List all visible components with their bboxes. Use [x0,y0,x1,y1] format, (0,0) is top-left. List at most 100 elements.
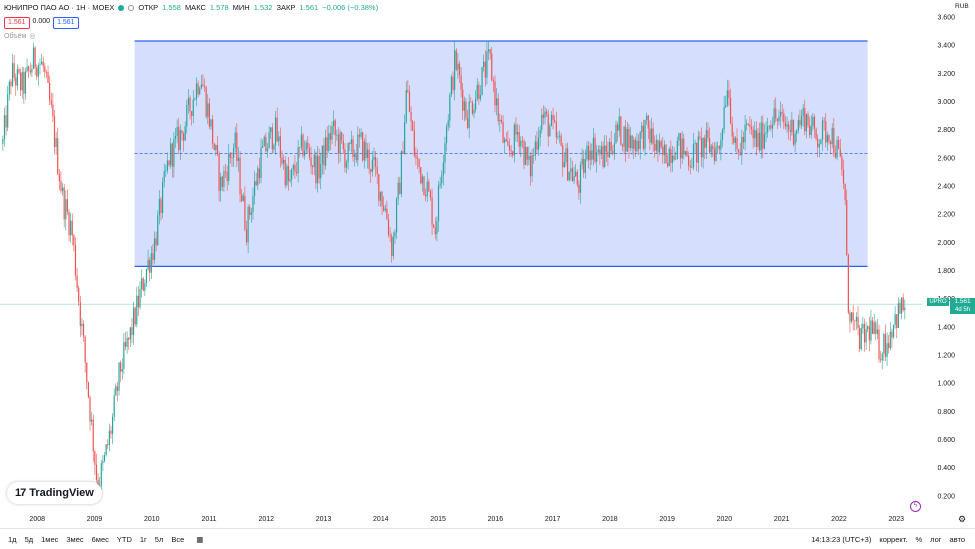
candle-body [202,84,204,87]
candle-body [783,113,785,123]
candle-body [205,87,207,117]
tradingview-logo-text: TradingView [29,487,94,499]
y-tick-label: 2.400 [937,184,955,191]
candle-body [813,116,816,129]
candle-body [307,142,309,149]
candle-body [192,99,194,116]
candle-body [721,129,724,140]
candle-body [541,114,543,130]
candle-body [100,463,102,486]
candle-body [739,151,741,156]
period-button[interactable]: 5д [24,534,34,544]
candle-body [805,114,807,132]
candle-body [755,130,757,148]
period-button[interactable]: 1мес [41,534,59,544]
candle-body [271,127,273,150]
period-button[interactable]: 6мес [91,534,109,544]
candle-body [660,141,662,148]
calendar-icon[interactable]: ▦ [196,534,204,544]
candle-body [692,144,695,168]
volume-indicator[interactable]: Объём ◎ [4,32,36,41]
candle-body [274,117,277,145]
candle-body [126,337,128,347]
candle-body [846,200,848,255]
candle-body [337,134,340,154]
period-button[interactable]: Все [171,534,185,544]
candle-body [318,156,320,179]
period-button[interactable]: 3мес [66,534,84,544]
candle-body [712,145,714,150]
candle-body [139,289,141,308]
candle-body [594,137,596,162]
candle-body [579,164,582,193]
candle-body [283,160,285,164]
chart-header: ЮНИПРО ПАО АО · 1Н · MOEX ОТКР 1.558 МАКС… [4,3,378,12]
candle-body [789,129,791,132]
candle-body [675,158,677,160]
x-tick-label: 2013 [316,516,332,523]
candle-body [886,343,888,357]
candle-body [273,144,275,150]
candle-body [725,105,727,108]
candle-body [792,119,795,145]
gear-icon[interactable]: ⚙ [958,514,967,524]
candle-body [52,104,54,117]
candle-body [539,129,541,138]
candle-body [454,50,456,90]
candle-body [224,171,227,173]
x-tick-label: 2011 [201,516,216,523]
candle-body [66,199,69,212]
candle-body [82,323,85,337]
candle-body [302,134,304,156]
candle-body [262,146,264,148]
candle-body [397,182,399,199]
eye-off-icon[interactable]: ◎ [29,33,36,40]
candle-body [684,151,686,155]
candle-body [445,126,448,144]
candle-body [147,259,149,270]
buy-button[interactable]: 1.561 [53,17,79,29]
candle-body [565,148,567,163]
log-button[interactable]: лог [930,534,942,544]
candle-body [42,61,44,67]
period-button[interactable]: 1д [8,534,17,544]
visibility-icon[interactable] [128,4,135,11]
period-button[interactable]: YTD [116,534,132,544]
period-button[interactable]: 5л [154,534,164,544]
period-button[interactable]: 1г [139,534,147,544]
candle-body [23,71,25,94]
market-status-icon [118,4,125,11]
candle-body [60,181,62,191]
time-display[interactable]: 14:13:23 (UTC+3) [811,534,872,544]
candle-body [228,153,230,181]
candle-body [494,81,496,106]
candle-body [31,68,33,73]
candle-body [279,136,281,158]
candle-body [881,353,883,361]
candle-body [162,182,164,214]
tradingview-logo[interactable]: 17 TradingView [7,482,102,504]
candle-body [229,153,231,158]
symbol-title[interactable]: ЮНИПРО ПАО АО · 1Н · MOEX [4,3,115,12]
candle-body [894,314,896,325]
sell-button[interactable]: 1.561 [4,17,30,29]
volume-label: Объём [4,32,27,40]
candle-body [865,329,867,343]
percent-button[interactable]: % [915,534,923,544]
candle-body [102,461,104,464]
candle-body [95,464,98,480]
candle-body [670,148,672,163]
candle-body [287,166,290,182]
adjust-button[interactable]: коррект. [879,534,908,544]
flash-icon[interactable]: ϟ [910,501,921,512]
candle-body [529,156,532,177]
candle-body [181,130,183,134]
auto-button[interactable]: авто [949,534,965,544]
candle-body [323,145,325,166]
candle-body [362,132,364,161]
candle-body [878,329,880,360]
candle-body [581,158,583,165]
candle-body [554,120,556,122]
candle-body [534,141,536,156]
